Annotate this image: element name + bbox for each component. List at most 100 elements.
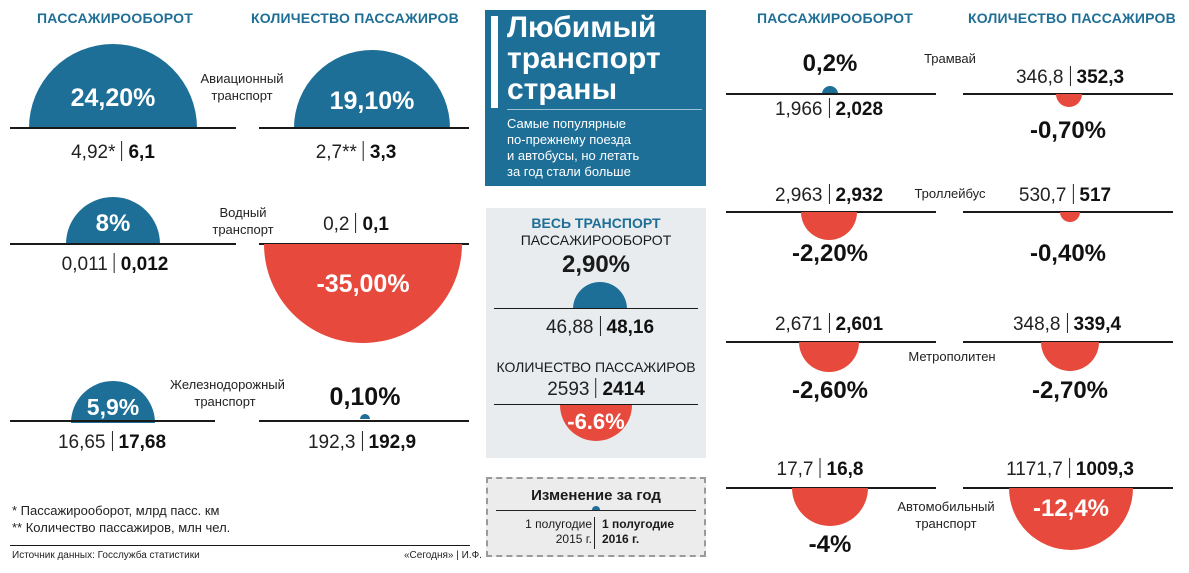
- value-pair: 192,3 192,9: [308, 431, 416, 454]
- data-label: 5,9%: [86, 394, 140, 420]
- value-2015: 0,011: [61, 254, 108, 275]
- chart-mark: [799, 342, 859, 372]
- value-2016: 16,8: [826, 459, 864, 480]
- value-2016: 517: [1079, 185, 1112, 206]
- category-label: Железнодорожный транспорт: [170, 377, 285, 409]
- data-label: 2,90%: [561, 251, 631, 278]
- header-left-turnover: ПАССАЖИРООБОРОТ: [37, 10, 194, 26]
- chart-mark: [792, 488, 868, 526]
- value-2015: 1171,7: [1006, 459, 1063, 480]
- value-pair: 2,963 2,932: [775, 184, 883, 207]
- value-2016: 192,9: [368, 432, 417, 453]
- value-2016: 2,028: [835, 99, 884, 120]
- value-2016: 0,1: [362, 214, 389, 235]
- source-note: Источник данных: Госслужба статистики: [12, 550, 200, 561]
- value-2016: 17,68: [118, 432, 167, 453]
- value-2015: 2,963: [774, 185, 823, 206]
- data-label: -4%: [808, 531, 852, 558]
- value-2016: 3,3: [369, 142, 397, 163]
- data-label: 0,2%: [802, 50, 858, 77]
- value-2015: 348,8: [1012, 314, 1061, 335]
- chart-mark: [1041, 342, 1099, 371]
- value-2015: 192,3: [307, 432, 356, 453]
- value-pair: 348,8 339,4: [1013, 313, 1121, 336]
- value-pair: 17,7 16,8: [776, 458, 864, 481]
- page-title: Любимый транспорт страны: [507, 11, 661, 106]
- value-2015: 0,2: [323, 214, 350, 235]
- header-right-turnover: ПАССАЖИРООБОРОТ: [757, 10, 914, 26]
- value-pair: 2593 2414: [547, 378, 645, 401]
- title-box: Любимый транспорт страны Самые популярные п…: [485, 10, 706, 186]
- category-label: Авиационный транспорт: [200, 71, 284, 103]
- legend-box: Изменение за год 1 полугодие 2015 г. 1 по…: [486, 477, 706, 557]
- chart-mark: [360, 414, 370, 419]
- panel-heading: ВЕСЬ ТРАНСПОРТ: [531, 215, 661, 231]
- value-2016: 2,932: [835, 185, 884, 206]
- data-label: 19,10%: [329, 87, 415, 115]
- value-2015: 530,7: [1018, 185, 1067, 206]
- legend-title: Изменение за год: [531, 487, 661, 504]
- data-label: -6.6%: [567, 409, 625, 434]
- category-label: Водный транспорт: [212, 205, 274, 237]
- value-2015: 46,88: [545, 317, 594, 338]
- category-label: Троллейбус: [914, 186, 986, 201]
- value-2015: 2,671: [774, 314, 823, 335]
- chart-mark: [822, 86, 838, 94]
- value-2016: 339,4: [1073, 314, 1122, 335]
- legend-period-2016: 1 полугодие 2016 г.: [602, 517, 675, 546]
- value-pair: 2,7** 3,3: [315, 141, 397, 164]
- value-2016: 2414: [602, 379, 645, 400]
- value-2016: 6,1: [128, 142, 155, 163]
- header-left-count: КОЛИЧЕСТВО ПАССАЖИРОВ: [251, 10, 459, 26]
- value-pair: 0,011 0,012: [61, 253, 169, 276]
- value-2015: 2593: [547, 379, 590, 400]
- value-pair: 2,671 2,601: [775, 313, 883, 336]
- chart-mark: [801, 212, 857, 240]
- value-2015: 4,92*: [71, 142, 116, 163]
- value-2015: 346,8: [1015, 67, 1064, 88]
- data-label: 8%: [95, 210, 131, 237]
- category-label: Автомобильный транспорт: [897, 499, 995, 531]
- value-pair: 1,966 2,028: [775, 98, 883, 121]
- value-pair: 1171,7 1009,3: [1006, 458, 1134, 481]
- footnote: * Пассажирооборот, млрд пасс. км: [12, 503, 220, 518]
- value-2015: 1,966: [774, 99, 823, 120]
- value-pair: 46,88 48,16: [546, 316, 654, 339]
- value-2016: 1009,3: [1075, 459, 1134, 480]
- data-label: 0,10%: [329, 383, 401, 411]
- value-pair: 530,7 517: [1019, 184, 1111, 207]
- data-label: -0,70%: [1029, 117, 1107, 144]
- data-label: -0,40%: [1029, 240, 1107, 267]
- data-label: 24,20%: [70, 84, 156, 112]
- footnote: ** Количество пассажиров, млн чел.: [12, 520, 231, 535]
- value-2015: 17,7: [776, 459, 814, 480]
- chart-mark: [1060, 212, 1080, 222]
- all-transport-panel: ВЕСЬ ТРАНСПОРТ ПАССАЖИРООБОРОТ 2,90% 46,…: [486, 208, 706, 458]
- page-subtitle: Самые популярные по-прежнему поезда и авто…: [507, 116, 640, 179]
- data-label: -2,20%: [791, 240, 869, 267]
- value-2015: 2,7**: [315, 142, 357, 163]
- chart-mark: [573, 282, 627, 309]
- legend-period-2015: 1 полугодие 2015 г.: [525, 517, 592, 546]
- data-label: -2,70%: [1031, 377, 1109, 404]
- category-label: Метрополитен: [908, 349, 996, 364]
- legend-mark: [592, 506, 600, 510]
- panel-turnover-label: ПАССАЖИРООБОРОТ: [520, 232, 672, 248]
- data-label: -12,4%: [1032, 495, 1110, 522]
- value-2015: 16,65: [57, 432, 106, 453]
- chart-mark: [1056, 94, 1082, 107]
- value-pair: 16,65 17,68: [58, 431, 166, 454]
- value-pair: 346,8 352,3: [1016, 66, 1124, 89]
- header-right-count: КОЛИЧЕСТВО ПАССАЖИРОВ: [968, 10, 1176, 26]
- value-2016: 352,3: [1076, 67, 1125, 88]
- data-label: -2,60%: [791, 377, 869, 404]
- category-label: Трамвай: [924, 51, 976, 66]
- data-label: -35,00%: [316, 270, 410, 298]
- value-2016: 0,012: [120, 254, 169, 275]
- value-pair: 4,92* 6,1: [71, 141, 155, 164]
- value-2016: 48,16: [606, 317, 655, 338]
- panel-count-label: КОЛИЧЕСТВО ПАССАЖИРОВ: [496, 359, 696, 375]
- value-2016: 2,601: [835, 314, 884, 335]
- credit-note: «Сегодня» | И.Ф.: [404, 550, 482, 561]
- value-pair: 0,2 0,1: [323, 213, 389, 236]
